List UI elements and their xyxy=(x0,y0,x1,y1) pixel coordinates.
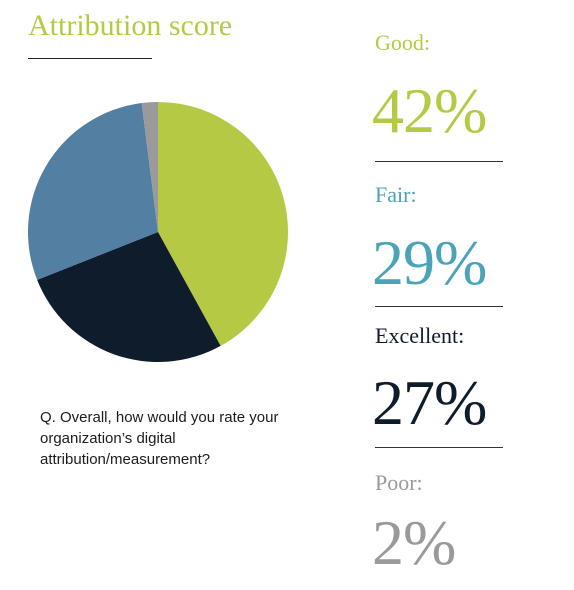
fair-label: Fair: xyxy=(375,182,417,207)
pie-slice-excellent xyxy=(37,232,221,362)
pie-slice-poor xyxy=(141,102,158,232)
excellent-label: Excellent: xyxy=(375,323,465,348)
good-divider xyxy=(375,161,503,162)
pie-slice-good xyxy=(158,102,288,346)
good-value: 42% xyxy=(372,75,487,146)
pie-chart xyxy=(28,102,288,362)
pie-slice-fair xyxy=(28,103,158,280)
chart-title: Attribution score xyxy=(28,9,233,42)
excellent-value: 27% xyxy=(372,367,487,438)
good-label: Good: xyxy=(375,30,430,55)
excellent-divider xyxy=(375,447,503,448)
poor-label: Poor: xyxy=(375,470,423,495)
fair-divider xyxy=(375,306,503,307)
fair-value: 29% xyxy=(372,227,487,298)
title-divider xyxy=(28,58,152,59)
poor-value: 2% xyxy=(372,507,456,578)
survey-question: Q. Overall, how would you rate your orga… xyxy=(40,409,279,468)
